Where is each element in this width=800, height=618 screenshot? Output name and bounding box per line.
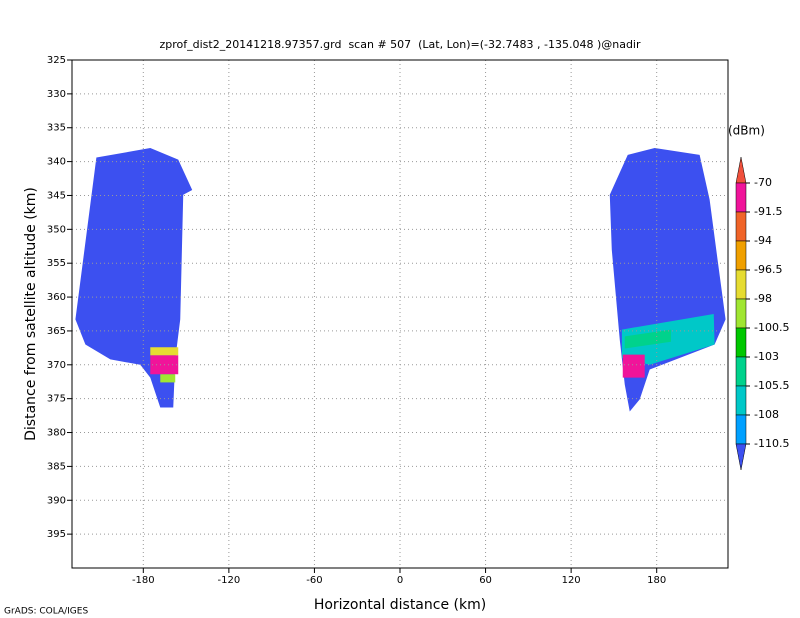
- colorbar-box: [735, 414, 747, 445]
- colorbar-label: -103: [754, 350, 779, 363]
- x-tick-label: 120: [562, 575, 581, 586]
- y-tick-label: 325: [47, 55, 66, 66]
- x-tick-label: -60: [306, 575, 322, 586]
- colorbar-box: [735, 269, 747, 300]
- y-tick-label: 345: [47, 190, 66, 201]
- y-tick-label: 365: [47, 326, 66, 337]
- x-tick-label: 180: [647, 575, 666, 586]
- y-tick-label: 380: [47, 428, 66, 439]
- echo-region: [624, 329, 671, 349]
- colorbar-box: [735, 298, 747, 329]
- echo-region: [150, 347, 179, 356]
- y-tick-label: 385: [47, 461, 66, 472]
- colorbar-label: -108: [754, 408, 779, 421]
- y-tick-label: 360: [47, 292, 66, 303]
- y-tick-label: 335: [47, 123, 66, 134]
- colorbar-label: -91.5: [754, 205, 782, 218]
- y-axis-label: Distance from satellite altitude (km): [23, 187, 39, 441]
- colorbar-label: -96.5: [754, 263, 782, 276]
- y-tick-label: 395: [47, 529, 66, 540]
- y-tick-label: 330: [47, 89, 66, 100]
- colorbar-label: -98: [754, 292, 772, 305]
- colorbar-label: -110.5: [754, 437, 789, 450]
- colorbar-label: -70: [754, 176, 772, 189]
- chart-title: zprof_dist2_20141218.97357.grd scan # 50…: [159, 38, 641, 51]
- echo-region: [75, 148, 193, 408]
- y-tick-label: 350: [47, 224, 66, 235]
- colorbar-label: -100.5: [754, 321, 789, 334]
- colorbar-box: [735, 240, 747, 271]
- footer: GrADS: COLA/IGES: [4, 607, 88, 617]
- colorbar-box: [735, 211, 747, 242]
- y-tick-label: 375: [47, 394, 66, 405]
- y-tick-label: 355: [47, 258, 66, 269]
- y-tick-label: 370: [47, 360, 66, 371]
- echo-region: [622, 354, 645, 378]
- colorbar-label: -105.5: [754, 379, 789, 392]
- y-tick-label: 340: [47, 157, 66, 168]
- colorbar-box: [735, 385, 747, 416]
- x-tick-label: -180: [132, 575, 155, 586]
- x-tick-label: 0: [397, 575, 403, 586]
- colorbar-label: -94: [754, 234, 772, 247]
- colorbar-unit: (dBm): [728, 124, 765, 138]
- colorbar-bottom: [735, 443, 747, 471]
- plot-frame: [71, 59, 729, 569]
- colorbar-top: [735, 156, 747, 184]
- x-tick-label: -120: [218, 575, 241, 586]
- echo-region: [160, 374, 176, 383]
- colorbar-box: [735, 356, 747, 387]
- colorbar-box: [735, 182, 747, 213]
- y-tick-label: 390: [47, 495, 66, 506]
- x-axis-label: Horizontal distance (km): [314, 597, 486, 613]
- x-tick-label: 60: [479, 575, 492, 586]
- colorbar-box: [735, 327, 747, 358]
